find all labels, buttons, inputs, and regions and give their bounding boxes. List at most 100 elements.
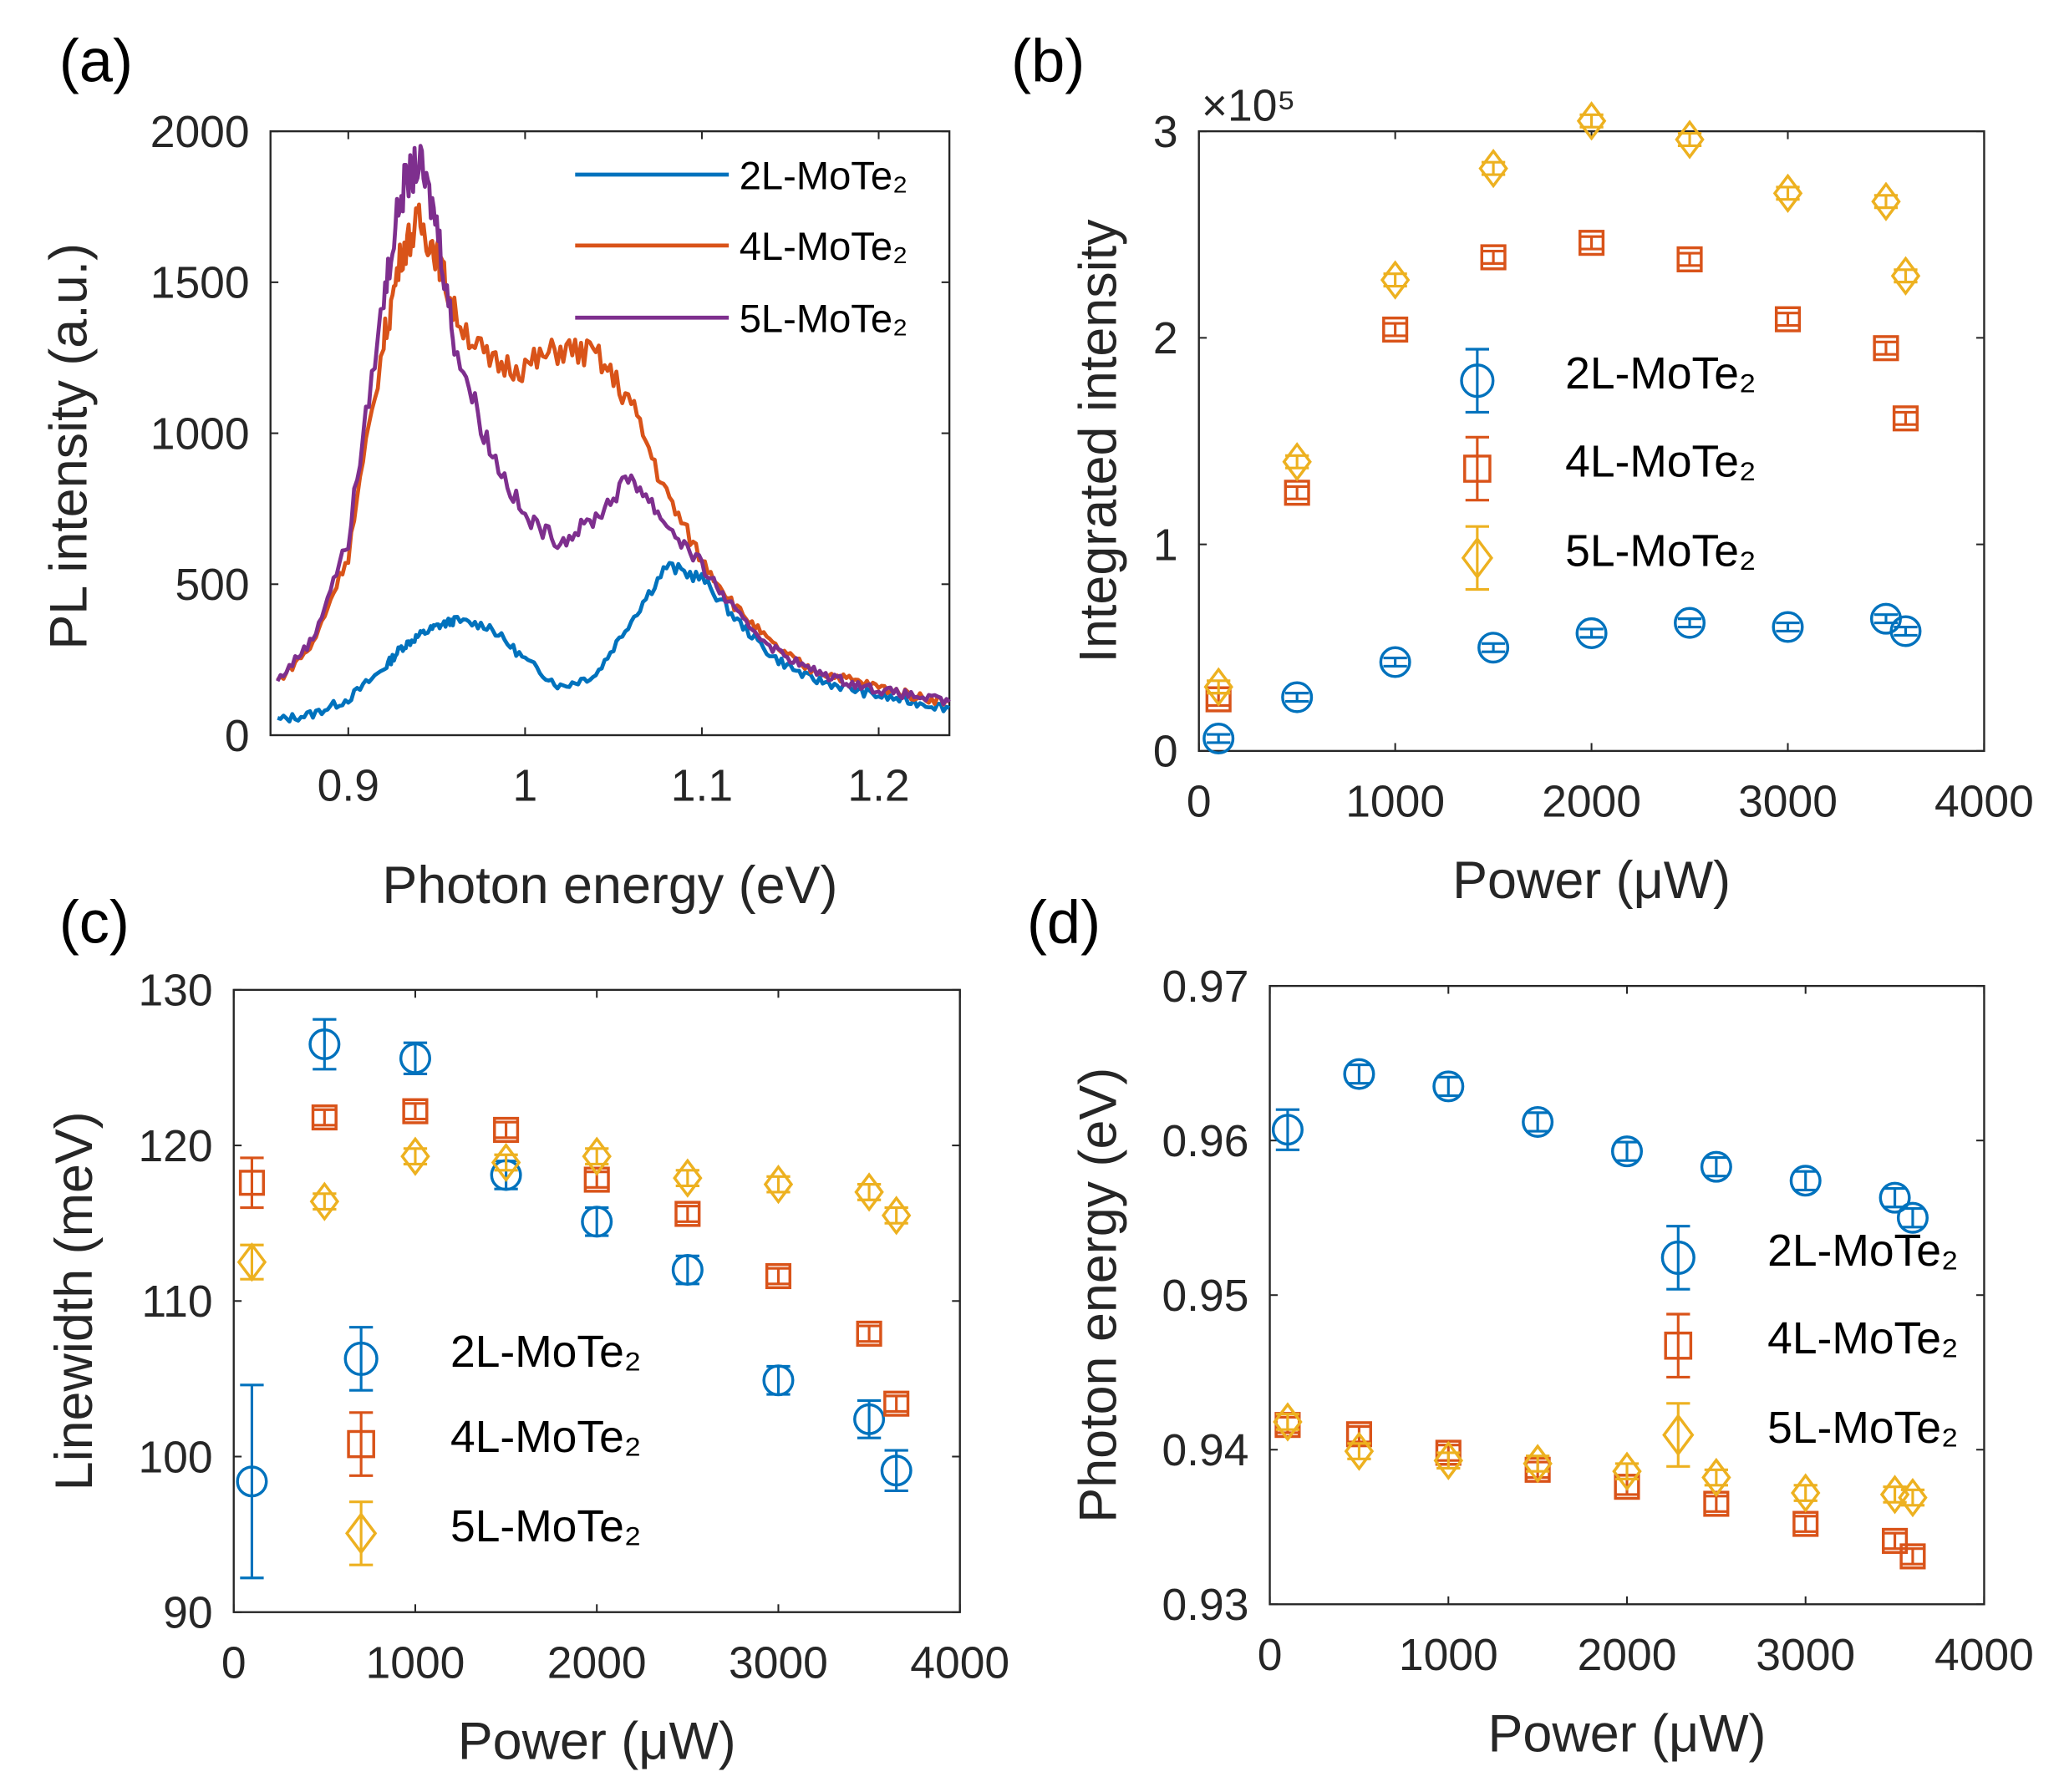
- series-5L: [236, 1136, 912, 1282]
- data-point: [1575, 617, 1608, 649]
- data-point: [1282, 442, 1312, 482]
- data-point: [1379, 646, 1411, 678]
- series-2L: [1271, 1058, 1929, 1234]
- marker-diamond: [1612, 1451, 1642, 1491]
- y-axis-label: PL intensity (a.u.): [40, 243, 99, 650]
- marker-diamond: [1461, 536, 1493, 580]
- marker-diamond: [236, 1242, 267, 1282]
- marker-square: [402, 1098, 429, 1124]
- legend-label: 5L-MoTe₂: [450, 1502, 642, 1551]
- plot-area: [269, 129, 951, 737]
- legend-entry: 4L-MoTe₂: [347, 1411, 642, 1477]
- marker-circle: [671, 1254, 704, 1287]
- marker-square: [1882, 1527, 1909, 1554]
- marker-circle: [343, 1341, 379, 1377]
- marker-diamond: [854, 1172, 884, 1212]
- marker-diamond: [1890, 256, 1921, 296]
- legend-label: 2L-MoTe₂: [1767, 1226, 1959, 1276]
- marker-square: [311, 1104, 338, 1131]
- y-tick-label: 1: [1153, 520, 1178, 570]
- legend-entry: 5L-MoTe₂: [1662, 1402, 1959, 1468]
- data-point: [883, 1390, 910, 1417]
- marker-diamond: [1675, 119, 1705, 160]
- x-tick-label: 4000: [910, 1638, 1009, 1688]
- x-tick-label: 1.1: [671, 762, 733, 811]
- data-point: [1898, 1477, 1928, 1518]
- legend-label: 2L-MoTe₂: [740, 153, 908, 197]
- data-point: [765, 1262, 792, 1290]
- y-axis-label: Linewidth (meV): [45, 1111, 104, 1490]
- marker-diamond: [1662, 1414, 1695, 1457]
- data-point: [308, 1018, 341, 1071]
- data-point: [1890, 256, 1921, 296]
- data-point: [1610, 1135, 1644, 1168]
- x-tick-label: 1.2: [847, 762, 909, 811]
- data-point: [673, 1158, 703, 1198]
- y-tick-label: 0.95: [1162, 1272, 1248, 1321]
- marker-circle: [1271, 1114, 1304, 1146]
- data-point: [1281, 681, 1314, 713]
- marker-square: [1873, 335, 1899, 362]
- marker-diamond: [582, 1136, 612, 1176]
- marker-circle: [1460, 363, 1495, 399]
- data-point: [1203, 667, 1233, 707]
- data-point: [1273, 1402, 1303, 1442]
- marker-circle: [1879, 1181, 1911, 1214]
- legend-entry: 5L-MoTe₂: [1461, 525, 1757, 591]
- x-axis-label: Power (μW): [458, 1713, 736, 1771]
- marker-diamond: [1203, 667, 1233, 707]
- y-axis-label: Photon energy (eV): [1070, 1068, 1128, 1523]
- marker-square: [1463, 454, 1492, 483]
- marker-square: [1382, 316, 1409, 343]
- marker-square: [583, 1166, 610, 1193]
- data-point: [1579, 230, 1605, 256]
- y-tick-label: 1500: [150, 259, 250, 308]
- panel-label: (d): [1027, 889, 1101, 956]
- axis-multiplier: ×10⁵: [1202, 82, 1296, 131]
- marker-diamond: [345, 1511, 378, 1555]
- data-point: [1433, 1440, 1464, 1480]
- legend-entry: 2L-MoTe₂: [1460, 348, 1757, 414]
- data-point: [581, 1206, 613, 1238]
- marker-square: [347, 1429, 375, 1459]
- marker-circle: [1575, 617, 1608, 649]
- x-tick-label: 3000: [1738, 777, 1838, 826]
- series-5L: [1203, 101, 1921, 707]
- legend-entry: 5L-MoTe₂: [575, 297, 907, 341]
- series-2L: [1202, 602, 1922, 755]
- x-tick-label: 1000: [1399, 1631, 1498, 1680]
- legend-entry: 2L-MoTe₂: [575, 153, 907, 197]
- data-point: [399, 1041, 431, 1075]
- marker-diamond: [1433, 1440, 1464, 1480]
- y-tick-label: 3: [1153, 108, 1178, 157]
- marker-circle: [1660, 1240, 1695, 1276]
- x-axis-label: Photon energy (eV): [382, 856, 837, 915]
- series-2L: [277, 561, 951, 724]
- data-point: [763, 1165, 794, 1205]
- panel-b: 0 1000 2000 3000 4000 0 1 2 3 Power (μW) Integrate…: [1011, 28, 2034, 909]
- marker-circle: [1889, 615, 1922, 647]
- marker-square: [765, 1262, 792, 1290]
- series-2L: [236, 1018, 913, 1580]
- marker-circle: [1343, 1058, 1375, 1090]
- marker-square: [674, 1201, 701, 1227]
- data-point: [1612, 1451, 1642, 1491]
- data-point: [1873, 335, 1899, 362]
- panel-label: (a): [59, 28, 133, 94]
- y-tick-label: 0.97: [1162, 962, 1248, 1012]
- plot-area: [1268, 984, 1985, 1606]
- marker-circle: [1432, 1070, 1465, 1103]
- data-point: [1790, 1473, 1821, 1513]
- data-point: [1700, 1150, 1732, 1183]
- marker-circle: [880, 1454, 913, 1487]
- legend-label: 2L-MoTe₂: [450, 1328, 642, 1377]
- data-point: [856, 1320, 882, 1347]
- marker-diamond: [1576, 101, 1607, 141]
- data-point: [1879, 1181, 1911, 1214]
- marker-diamond: [1701, 1457, 1731, 1498]
- x-tick-label: 1: [513, 762, 538, 811]
- data-point: [674, 1201, 701, 1227]
- y-tick-label: 500: [175, 561, 249, 610]
- x-tick-label: 1000: [1345, 777, 1445, 826]
